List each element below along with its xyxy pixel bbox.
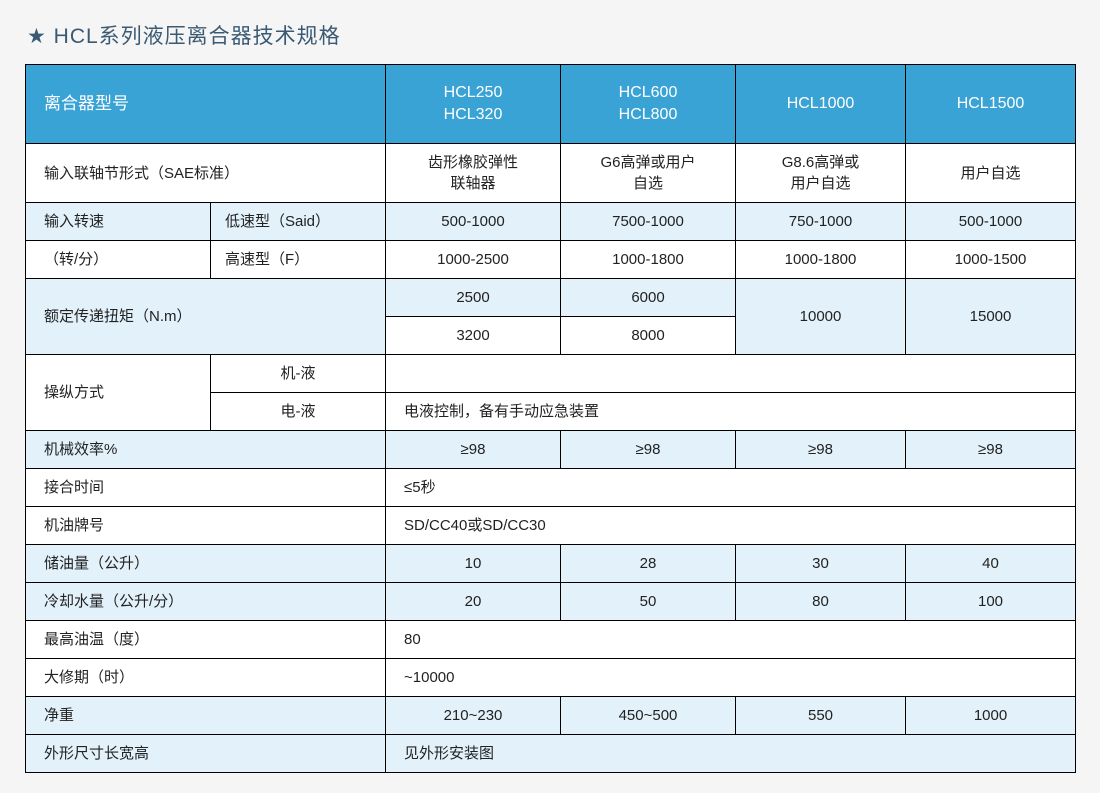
oil-capacity-c4: 40 <box>906 545 1076 583</box>
row-dimensions: 外形尺寸长宽高 见外形安装图 <box>26 735 1076 773</box>
row-engage-time: 接合时间 ≤5秒 <box>26 469 1076 507</box>
row-net-weight: 净重 210~230 450~500 550 1000 <box>26 697 1076 735</box>
oil-capacity-label: 储油量（公升） <box>26 545 386 583</box>
row-operation-mech: 操纵方式 机-液 <box>26 355 1076 393</box>
torque-c4: 15000 <box>906 279 1076 355</box>
coupling-c1: 齿形橡胶弹性联轴器 <box>386 144 561 203</box>
header-col2: HCL600HCL800 <box>561 65 736 144</box>
coupling-c3: G8.6高弹或用户自选 <box>736 144 906 203</box>
input-speed-high-c4: 1000-1500 <box>906 241 1076 279</box>
max-oil-temp-label: 最高油温（度） <box>26 621 386 659</box>
row-overhaul: 大修期（时） ~10000 <box>26 659 1076 697</box>
row-input-speed-low: 输入转速 低速型（Said） 500-1000 7500-1000 750-10… <box>26 203 1076 241</box>
input-speed-label-2: （转/分） <box>26 241 211 279</box>
oil-capacity-c2: 28 <box>561 545 736 583</box>
overhaul-val: ~10000 <box>386 659 1076 697</box>
overhaul-label: 大修期（时） <box>26 659 386 697</box>
efficiency-c4: ≥98 <box>906 431 1076 469</box>
operation-mech-label: 机-液 <box>211 355 386 393</box>
torque-r2-c1: 3200 <box>386 317 561 355</box>
engage-time-label: 接合时间 <box>26 469 386 507</box>
row-input-speed-high: （转/分） 高速型（F） 1000-2500 1000-1800 1000-18… <box>26 241 1076 279</box>
row-efficiency: 机械效率% ≥98 ≥98 ≥98 ≥98 <box>26 431 1076 469</box>
max-oil-temp-val: 80 <box>386 621 1076 659</box>
oil-grade-label: 机油牌号 <box>26 507 386 545</box>
input-speed-label-1: 输入转速 <box>26 203 211 241</box>
cooling-water-c3: 80 <box>736 583 906 621</box>
torque-r2-c2: 8000 <box>561 317 736 355</box>
torque-c3: 10000 <box>736 279 906 355</box>
operation-elec-val: 电液控制，备有手动应急装置 <box>386 393 1076 431</box>
coupling-c2: G6高弹或用户自选 <box>561 144 736 203</box>
input-speed-low-c3: 750-1000 <box>736 203 906 241</box>
net-weight-c2: 450~500 <box>561 697 736 735</box>
torque-r1-c1: 2500 <box>386 279 561 317</box>
efficiency-label: 机械效率% <box>26 431 386 469</box>
input-speed-high-c2: 1000-1800 <box>561 241 736 279</box>
header-col4: HCL1500 <box>906 65 1076 144</box>
operation-mech-val <box>386 355 1076 393</box>
coupling-label: 输入联轴节形式（SAE标准） <box>26 144 386 203</box>
dimensions-label: 外形尺寸长宽高 <box>26 735 386 773</box>
oil-capacity-c3: 30 <box>736 545 906 583</box>
row-oil-capacity: 储油量（公升） 10 28 30 40 <box>26 545 1076 583</box>
input-speed-low-c4: 500-1000 <box>906 203 1076 241</box>
input-speed-low-label: 低速型（Said） <box>211 203 386 241</box>
table-header: 离合器型号 HCL250HCL320 HCL600HCL800 HCL1000 … <box>26 65 1076 144</box>
operation-label: 操纵方式 <box>26 355 211 431</box>
input-speed-low-c2: 7500-1000 <box>561 203 736 241</box>
net-weight-c4: 1000 <box>906 697 1076 735</box>
input-speed-high-label: 高速型（F） <box>211 241 386 279</box>
efficiency-c1: ≥98 <box>386 431 561 469</box>
header-col3: HCL1000 <box>736 65 906 144</box>
row-max-oil-temp: 最高油温（度） 80 <box>26 621 1076 659</box>
page-title: ★ HCL系列液压离合器技术规格 <box>27 20 1075 50</box>
oil-grade-val: SD/CC40或SD/CC30 <box>386 507 1076 545</box>
torque-r1-c2: 6000 <box>561 279 736 317</box>
net-weight-label: 净重 <box>26 697 386 735</box>
cooling-water-c4: 100 <box>906 583 1076 621</box>
operation-elec-label: 电-液 <box>211 393 386 431</box>
dimensions-val: 见外形安装图 <box>386 735 1076 773</box>
input-speed-high-c1: 1000-2500 <box>386 241 561 279</box>
row-cooling-water: 冷却水量（公升/分） 20 50 80 100 <box>26 583 1076 621</box>
efficiency-c3: ≥98 <box>736 431 906 469</box>
engage-time-val: ≤5秒 <box>386 469 1076 507</box>
cooling-water-label: 冷却水量（公升/分） <box>26 583 386 621</box>
row-coupling: 输入联轴节形式（SAE标准） 齿形橡胶弹性联轴器 G6高弹或用户自选 G8.6高… <box>26 144 1076 203</box>
header-model-label: 离合器型号 <box>26 65 386 144</box>
coupling-c4: 用户自选 <box>906 144 1076 203</box>
net-weight-c1: 210~230 <box>386 697 561 735</box>
net-weight-c3: 550 <box>736 697 906 735</box>
cooling-water-c2: 50 <box>561 583 736 621</box>
header-col1: HCL250HCL320 <box>386 65 561 144</box>
row-oil-grade: 机油牌号 SD/CC40或SD/CC30 <box>26 507 1076 545</box>
row-torque-1: 额定传递扭矩（N.m） 2500 6000 10000 15000 <box>26 279 1076 317</box>
torque-label: 额定传递扭矩（N.m） <box>26 279 386 355</box>
efficiency-c2: ≥98 <box>561 431 736 469</box>
input-speed-low-c1: 500-1000 <box>386 203 561 241</box>
oil-capacity-c1: 10 <box>386 545 561 583</box>
cooling-water-c1: 20 <box>386 583 561 621</box>
spec-table: 离合器型号 HCL250HCL320 HCL600HCL800 HCL1000 … <box>25 64 1076 773</box>
input-speed-high-c3: 1000-1800 <box>736 241 906 279</box>
